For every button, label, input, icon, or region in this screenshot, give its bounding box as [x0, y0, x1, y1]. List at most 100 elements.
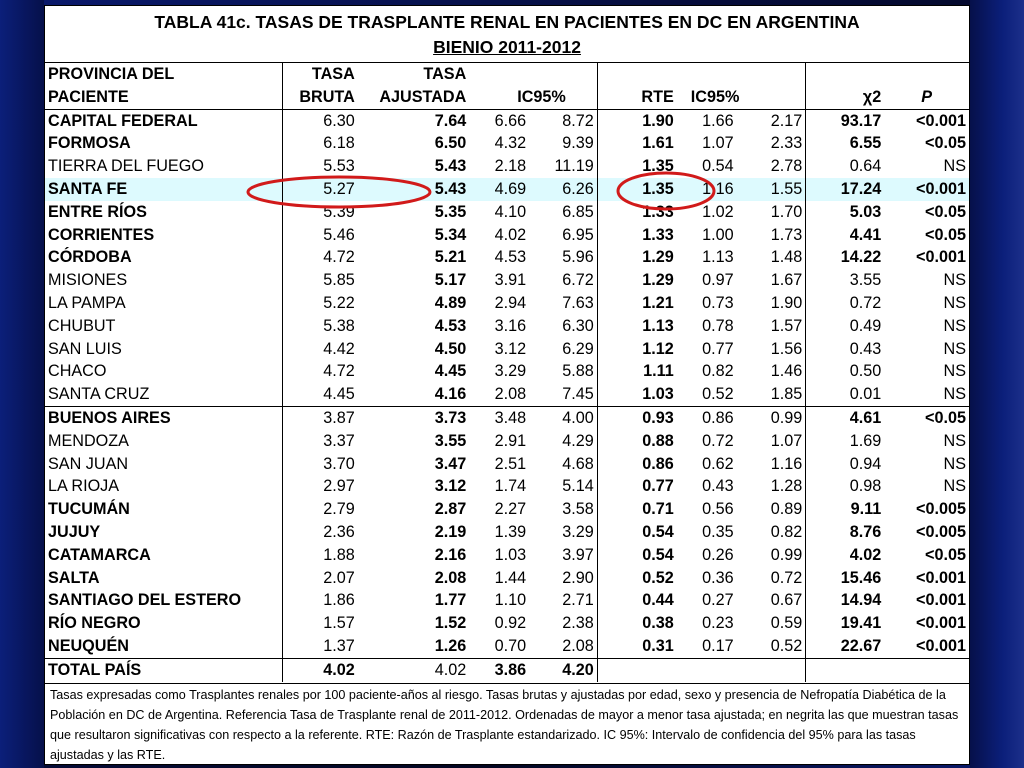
cell-provincia: FORMOSA	[48, 134, 131, 153]
cell-ic95-high: 4.00	[529, 405, 598, 430]
cell-ic95-high: 8.72	[529, 108, 598, 133]
cell-provincia: RÍO NEGRO	[48, 614, 141, 633]
cell-rte: 0.77	[596, 475, 677, 499]
cell-tasa-ajustada: 5.43	[357, 177, 470, 201]
cell-chi2: 0.43	[805, 337, 885, 361]
cell-provincia: TOTAL PAÍS	[45, 657, 283, 682]
cell-tasa-ajustada: 1.26	[434, 636, 467, 655]
cell-tasa-ajustada: 2.08	[434, 568, 467, 587]
cell-p: <0.005	[916, 522, 966, 541]
cell-tasa-bruta: 4.42	[281, 337, 358, 361]
table-row: SANTA CRUZ 4.45 4.16 2.08 7.45 1.03 0.52 1.85 0.…	[45, 383, 969, 407]
cell-provincia: CÓRDOBA	[48, 248, 132, 267]
cell-rte-ic-high: 1.55	[736, 177, 806, 201]
cell-rte-ic-high: 0.52	[770, 636, 803, 655]
table-row: RÍO NEGRO 1.57 1.52 0.92 2.38 0.38 0.23 0.59 19.…	[45, 612, 969, 635]
cell-rte-ic-low: 0.23	[702, 614, 734, 633]
cell-rte: 1.29	[596, 246, 677, 270]
cell-tasa-ajustada: 5.21	[434, 248, 467, 267]
cell-tasa-ajustada: 2.19	[434, 522, 467, 541]
cell-p: NS	[943, 293, 967, 312]
cell-chi2: 9.11	[805, 498, 885, 521]
cell-p: <0.001	[916, 568, 966, 587]
cell-ic95-low: 3.29	[494, 362, 527, 381]
cell-tasa-ajustada: 5.35	[434, 202, 467, 221]
cell-p: NS	[943, 339, 967, 358]
cell-rte-ic-low: 0.36	[702, 568, 734, 587]
cell-provincia: BUENOS AIRES	[45, 405, 283, 430]
cell-tasa-bruta: 4.02	[281, 657, 358, 682]
cell-provincia: MENDOZA	[48, 431, 129, 450]
cell-tasa-ajustada: 2.16	[434, 545, 467, 564]
cell-rte-ic-low: 0.17	[702, 636, 734, 655]
cell-rte-ic-high: 1.90	[770, 293, 803, 312]
cell-tasa-bruta: 5.53	[281, 155, 358, 178]
cell-ic95-high: 6.29	[562, 339, 594, 358]
cell-ic95-high: 6.72	[562, 271, 594, 290]
cell-ic95-low: 2.94	[494, 293, 527, 312]
cell-ic95-low: 3.12	[494, 339, 527, 358]
cell-ic95-low: 3.48	[469, 405, 530, 430]
cell-ic95-low: 2.18	[494, 157, 527, 176]
cell-p: <0.05	[884, 405, 969, 430]
header-ic95-tasa: IC95%	[517, 87, 566, 106]
cell-tasa-bruta: 4.45	[281, 383, 358, 407]
cell-p: <0.05	[925, 202, 966, 221]
cell-tasa-bruta: 5.38	[281, 314, 358, 338]
cell-ic95-low: 3.16	[494, 316, 527, 335]
table-row: CATAMARCA 1.88 2.16 1.03 3.97 0.54 0.26 0.99 4.0…	[45, 543, 969, 567]
table-row: SANTIAGO DEL ESTERO 1.86 1.77 1.10 2.71 0.44 0…	[45, 589, 969, 613]
cell-p: NS	[943, 157, 967, 176]
cell-provincia: CATAMARCA	[48, 545, 151, 564]
table-row: NEUQUÉN 1.37 1.26 0.70 2.08 0.31 0.17 0.52 22.67…	[45, 634, 969, 659]
cell-ic95-high: 4.20	[529, 657, 598, 682]
cell-provincia: CHACO	[48, 362, 107, 381]
cell-rte-ic-low: 1.02	[702, 202, 734, 221]
cell-ic95-low: 4.32	[494, 134, 527, 153]
cell-rte-ic-low: 0.56	[702, 500, 734, 519]
cell-tasa-ajustada: 3.12	[434, 477, 467, 496]
table-row: MISIONES 5.85 5.17 3.91 6.72 1.29 0.97 1.67 3.55…	[45, 269, 969, 292]
cell-rte-ic-high: 0.99	[770, 545, 803, 564]
cell-chi2: 0.94	[805, 452, 885, 476]
table-row: ENTRE RÍOS 5.39 5.35 4.10 6.85 1.33 1.02 1.70 5.…	[45, 200, 969, 224]
cell-chi2: 14.22	[805, 246, 885, 270]
slide-table-panel: TABLA 41c. TASAS DE TRASPLANTE RENAL EN …	[44, 5, 970, 765]
table-row: BUENOS AIRES 3.87 3.73 3.48 4.00 0.93 0.86 0.99…	[45, 405, 969, 430]
cell-provincia: LA RIOJA	[48, 477, 120, 496]
cell-ic95-high: 5.88	[562, 362, 594, 381]
cell-tasa-ajustada: 5.17	[434, 271, 467, 290]
cell-p: NS	[943, 362, 967, 381]
cell-rte-ic-high: 1.56	[770, 339, 803, 358]
cell-ic95-high: 4.68	[562, 454, 594, 473]
cell-ic95-high: 3.97	[562, 545, 594, 564]
cell-ic95-low: 6.66	[469, 108, 530, 133]
cell-ic95-low: 1.44	[494, 568, 527, 587]
cell-chi2: 0.64	[805, 155, 885, 178]
cell-rte: 1.11	[596, 360, 677, 384]
cell-rte: 1.29	[596, 269, 677, 292]
cell-provincia: CORRIENTES	[48, 225, 155, 244]
cell-ic95-high: 3.58	[562, 500, 594, 519]
cell-rte-ic-high: 1.28	[770, 477, 803, 496]
cell-rte: 0.54	[596, 543, 677, 567]
cell-rte: 0.31	[596, 634, 677, 659]
table-row: JUJUY 2.36 2.19 1.39 3.29 0.54 0.35 0.82 8.76 <0.…	[45, 520, 969, 544]
cell-chi2: 17.24	[805, 177, 885, 201]
cell-provincia: SALTA	[48, 568, 100, 587]
cell-p: <0.05	[925, 134, 966, 153]
cell-p: <0.001	[916, 614, 966, 633]
cell-chi2: 4.41	[805, 223, 885, 247]
cell-p: NS	[943, 454, 967, 473]
cell-ic95-high: 2.08	[562, 636, 594, 655]
cell-ic95-low: 4.69	[469, 177, 530, 201]
cell-tasa-ajustada: 3.55	[434, 431, 467, 450]
cell-tasa-bruta: 1.86	[281, 589, 358, 613]
cell-empty	[884, 657, 969, 682]
cell-chi2: 6.55	[805, 132, 885, 156]
cell-ic95-low: 0.70	[494, 636, 527, 655]
cell-tasa-ajustada: 6.50	[434, 134, 467, 153]
cell-tasa-ajustada: 1.52	[434, 614, 467, 633]
cell-ic95-high: 11.19	[554, 157, 594, 176]
cell-rte-ic-high: 0.67	[770, 591, 803, 610]
